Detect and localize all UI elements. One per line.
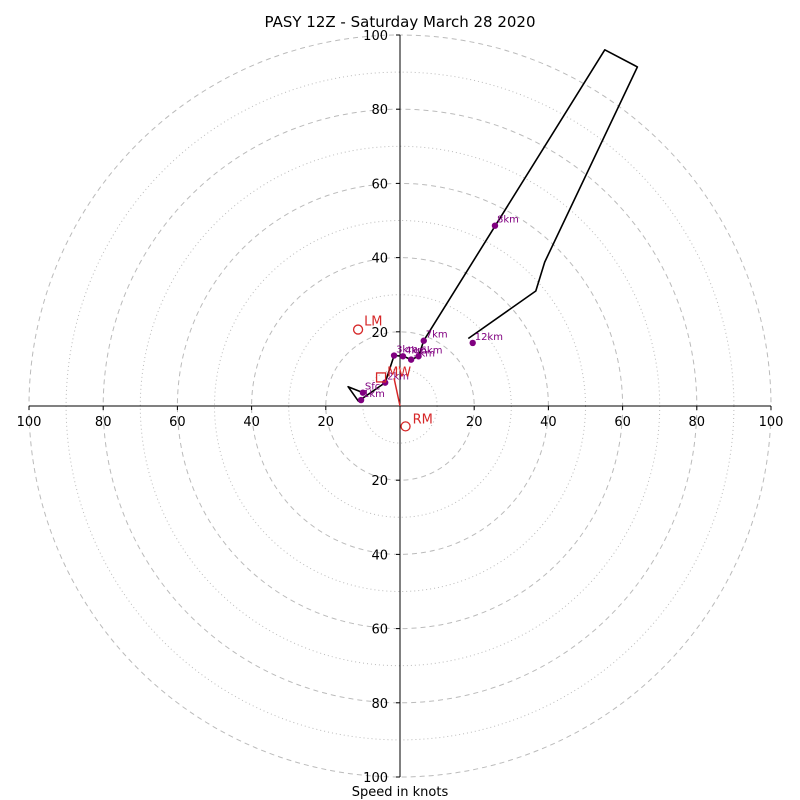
axis-tick-labels: 100 100 80 80 60 60 40 40 20 20 20 20 40 40 60 60 80 80 10…: [17, 29, 784, 786]
height-point: [399, 353, 407, 360]
height-point: [357, 396, 365, 404]
x-tick-label: 40: [540, 415, 557, 430]
height-point: [407, 356, 415, 363]
lm-label: LM: [364, 315, 382, 330]
height-point-label: Sfc: [365, 382, 380, 393]
height-point: [390, 352, 398, 359]
storm-motion-markers: RM LM MW: [352, 315, 433, 432]
y-tick-label: 40: [371, 252, 388, 267]
x-tick-label: 60: [169, 415, 186, 430]
x-tick-label: 100: [759, 415, 784, 430]
x-tick-label: 80: [689, 415, 706, 430]
rm-label: RM: [413, 412, 433, 427]
y-tick-label: 80: [371, 103, 388, 118]
height-point-label: 5km: [413, 349, 435, 360]
height-point-label: 7km: [426, 330, 448, 341]
mw-marker: [375, 372, 387, 383]
y-tick-label: 20: [371, 474, 388, 489]
height-point-label: 3km: [396, 345, 418, 356]
height-point: [381, 379, 389, 386]
rm-marker: [400, 421, 411, 432]
y-tick-label: 20: [371, 326, 388, 341]
height-point: [491, 222, 499, 229]
mw-label: MW: [387, 365, 411, 380]
height-point: [469, 339, 476, 347]
y-tick-label: 60: [371, 623, 388, 638]
chart-title: PASY 12Z - Saturday March 28 2020: [265, 13, 536, 31]
storm-motion-line: [393, 378, 401, 407]
y-tick-label: 40: [371, 548, 388, 563]
x-tick-label: 60: [614, 415, 631, 430]
x-tick-label: 40: [243, 415, 260, 430]
height-point-label: 12km: [475, 332, 503, 343]
y-tick-label: 100: [363, 29, 388, 44]
height-point-label: 1km: [363, 389, 385, 400]
height-point-label: 8km: [497, 215, 519, 226]
x-axis-label: Speed in knots: [352, 785, 449, 800]
height-point: [420, 337, 427, 344]
x-tick-label: 80: [95, 415, 112, 430]
height-point: [359, 389, 367, 396]
y-tick-label: 100: [363, 771, 388, 786]
x-tick-label: 20: [466, 415, 483, 430]
y-tick-label: 80: [371, 697, 388, 712]
height-point-label: 6km: [421, 345, 443, 356]
y-tick-label: 60: [371, 177, 388, 192]
height-point-label: 2km: [387, 372, 409, 383]
height-point-label: 4km: [405, 345, 427, 356]
x-tick-label: 20: [318, 415, 335, 430]
lm-marker: [352, 324, 364, 335]
height-point: [415, 353, 422, 360]
x-tick-label: 100: [17, 415, 42, 430]
